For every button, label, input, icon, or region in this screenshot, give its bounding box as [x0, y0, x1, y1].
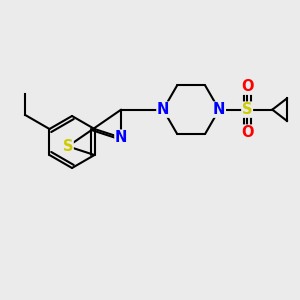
- Text: N: N: [157, 102, 169, 117]
- Text: O: O: [241, 125, 253, 140]
- Text: N: N: [115, 130, 127, 145]
- Text: S: S: [63, 139, 73, 154]
- Text: O: O: [241, 79, 253, 94]
- Text: S: S: [242, 102, 252, 117]
- Text: N: N: [213, 102, 225, 117]
